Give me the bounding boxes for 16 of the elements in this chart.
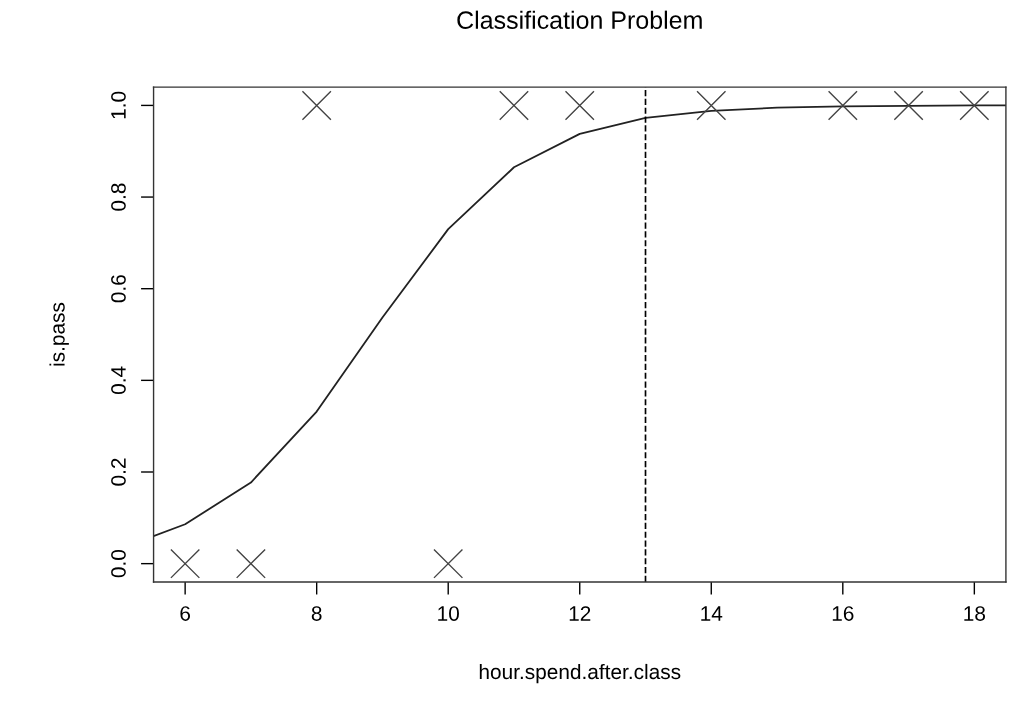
y-tick-label: 0.0 <box>111 549 126 578</box>
x-tick-label: 6 <box>180 606 191 621</box>
x-tick-label: 14 <box>701 606 723 621</box>
x-tick-label: 8 <box>311 606 322 621</box>
y-tick-label: 0.6 <box>111 275 126 303</box>
y-tick-label: 0.4 <box>111 366 126 395</box>
x-tick-label: 12 <box>569 606 591 621</box>
y-tick-label: 0.8 <box>111 183 126 211</box>
x-axis-title: hour.spend.after.class <box>479 663 681 684</box>
x-tick-label: 10 <box>438 606 459 621</box>
y-tick-label: 1.0 <box>111 91 126 119</box>
chart-title: Classification Problem <box>457 10 702 29</box>
x-tick-label: 18 <box>964 606 986 621</box>
x-tick-label: 16 <box>832 606 854 621</box>
y-tick-label: 0.2 <box>111 458 126 486</box>
y-axis-title: is.pass <box>49 302 69 366</box>
